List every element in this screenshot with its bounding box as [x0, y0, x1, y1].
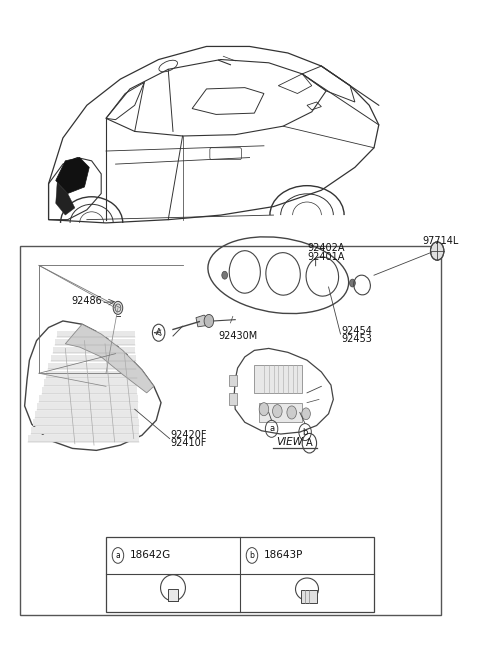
- FancyBboxPatch shape: [228, 393, 237, 405]
- Text: VIEW: VIEW: [276, 437, 303, 447]
- FancyBboxPatch shape: [210, 148, 241, 160]
- Circle shape: [302, 408, 311, 420]
- Text: a: a: [269, 424, 274, 434]
- Text: A: A: [156, 328, 161, 337]
- Text: 92486: 92486: [72, 296, 102, 307]
- Text: 18642G: 18642G: [130, 550, 171, 561]
- Text: 92453: 92453: [341, 334, 372, 345]
- Text: 92401A: 92401A: [307, 252, 344, 262]
- Circle shape: [204, 314, 214, 328]
- Polygon shape: [196, 315, 209, 327]
- Text: 92402A: 92402A: [307, 244, 345, 253]
- Text: 18643P: 18643P: [264, 550, 303, 561]
- Text: 92410F: 92410F: [170, 438, 207, 448]
- Text: 92430M: 92430M: [218, 331, 258, 341]
- FancyBboxPatch shape: [20, 246, 441, 615]
- Polygon shape: [65, 324, 154, 393]
- Text: 92454: 92454: [341, 326, 372, 336]
- Text: 92420F: 92420F: [170, 430, 207, 440]
- FancyBboxPatch shape: [259, 403, 302, 422]
- FancyBboxPatch shape: [301, 590, 317, 603]
- Text: A: A: [306, 438, 312, 448]
- Circle shape: [113, 301, 123, 314]
- Circle shape: [273, 405, 282, 418]
- Polygon shape: [56, 158, 89, 193]
- FancyBboxPatch shape: [168, 589, 178, 601]
- FancyBboxPatch shape: [106, 536, 374, 612]
- FancyBboxPatch shape: [228, 375, 237, 386]
- Circle shape: [349, 279, 355, 287]
- Text: b: b: [302, 428, 308, 437]
- Polygon shape: [56, 182, 75, 215]
- Circle shape: [431, 242, 444, 260]
- Text: a: a: [116, 551, 120, 560]
- Circle shape: [287, 406, 297, 419]
- Text: b: b: [250, 551, 254, 560]
- Circle shape: [222, 271, 228, 279]
- Circle shape: [259, 403, 269, 416]
- FancyBboxPatch shape: [254, 365, 302, 393]
- Text: 97714L: 97714L: [423, 236, 459, 246]
